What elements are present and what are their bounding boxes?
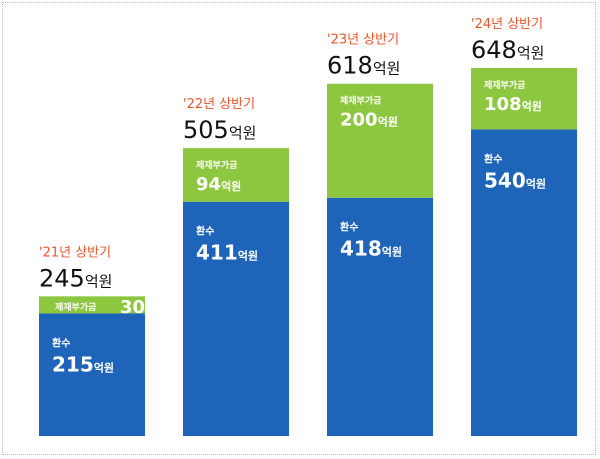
- data-label-4-sanction: 108억원: [484, 94, 542, 115]
- bar-segment-1-sanction: [39, 296, 145, 314]
- total-label-3: 618억원: [327, 52, 400, 80]
- bar-segment-3-hwansu: [327, 197, 433, 436]
- series-label-2-hwansu: 환수: [196, 225, 214, 238]
- data-label-4-hwansu: 540억원: [484, 168, 546, 192]
- bar-segment-2-sanction: [183, 148, 289, 202]
- series-label-4-hwansu: 환수: [484, 152, 502, 165]
- bar-segment-1-hwansu: [39, 313, 145, 436]
- bar-segment-4-sanction: [471, 68, 577, 130]
- total-label-1: 245억원: [39, 264, 112, 292]
- series-label-1-hwansu: 환수: [52, 336, 70, 349]
- total-label-4: 648억원: [471, 36, 544, 64]
- data-label-2-sanction: 94억원: [196, 174, 241, 195]
- bar-segment-3-sanction: [327, 83, 433, 198]
- data-label-2-hwansu: 411억원: [196, 241, 258, 265]
- category-label-4: '24년 상반기: [471, 17, 543, 32]
- series-label-4-sanction: 제재부가금: [484, 79, 526, 91]
- data-label-1-sanction: 30: [120, 297, 145, 318]
- series-label-3-hwansu: 환수: [340, 221, 358, 234]
- category-label-2: '22년 상반기: [183, 97, 255, 112]
- series-label-3-sanction: 제재부가금: [340, 95, 382, 107]
- category-label-3: '23년 상반기: [327, 33, 399, 48]
- bar-segment-4-hwansu: [471, 129, 577, 437]
- series-label-1-sanction: 제재부가금: [55, 301, 97, 313]
- data-label-3-sanction: 200억원: [340, 110, 398, 131]
- total-label-2: 505억원: [183, 116, 256, 144]
- series-label-2-sanction: 제재부가금: [196, 159, 238, 171]
- data-label-3-hwansu: 418억원: [340, 237, 402, 261]
- bar-segment-2-hwansu: [183, 201, 289, 436]
- data-label-1-hwansu: 215억원: [52, 352, 114, 376]
- chart-frame: [2, 2, 596, 455]
- category-label-1: '21년 상반기: [39, 245, 111, 260]
